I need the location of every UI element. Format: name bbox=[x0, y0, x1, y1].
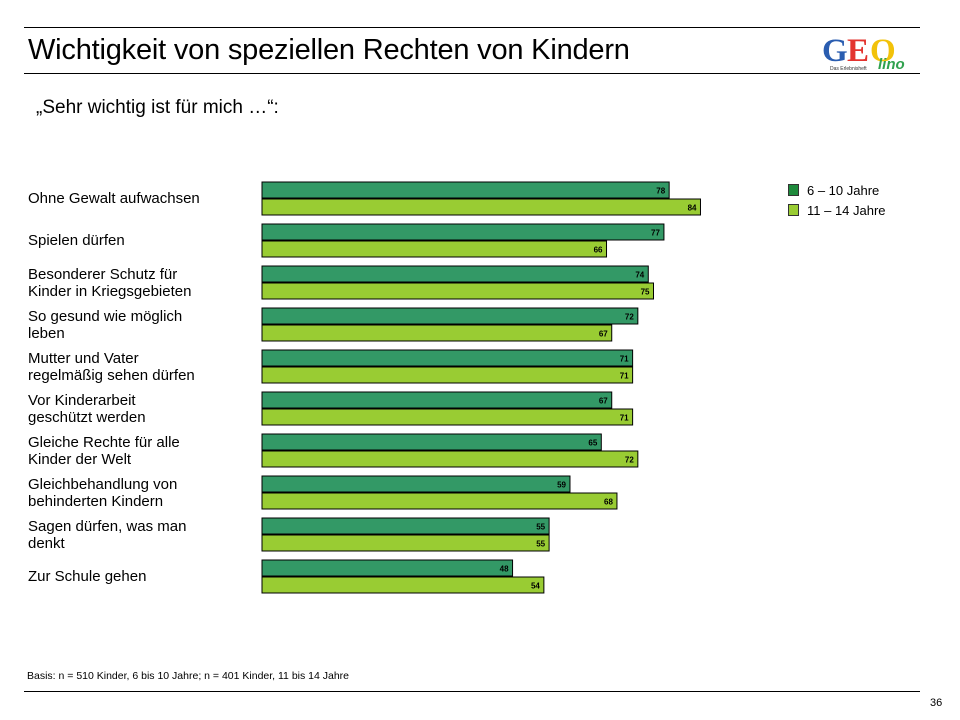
data-label: 84 bbox=[688, 204, 697, 213]
bar bbox=[261, 450, 639, 468]
category-label: Spielen dürfen bbox=[28, 232, 125, 249]
data-label: 65 bbox=[588, 439, 597, 448]
title-rule bbox=[24, 73, 920, 74]
category-label-line: Besonderer Schutz für bbox=[28, 266, 177, 283]
category-label: Besonderer Schutz für Kinder in Kriegsgeb… bbox=[28, 266, 191, 300]
bar bbox=[261, 181, 670, 199]
data-label: 55 bbox=[536, 540, 545, 549]
logo-letter-g: G bbox=[822, 33, 848, 69]
logo-tagline: Das Erlebnisheft bbox=[830, 66, 867, 72]
chart-legend: 6 – 10 Jahre 11 – 14 Jahre bbox=[788, 180, 886, 220]
category-label-line: Kinder der Welt bbox=[28, 451, 132, 468]
category-label: Vor Kinderarbeit geschützt werden bbox=[28, 392, 146, 426]
category-label: So gesund wie möglich leben bbox=[28, 308, 182, 342]
data-label: 54 bbox=[531, 582, 540, 591]
bar bbox=[261, 475, 571, 493]
geolino-logo: G E O lino Das Erlebnisheft bbox=[822, 33, 905, 72]
page-title: Wichtigkeit von speziellen Rechten von K… bbox=[28, 34, 630, 66]
category-label-line: Spielen dürfen bbox=[28, 232, 125, 249]
data-label: 72 bbox=[625, 313, 634, 322]
bar bbox=[261, 576, 545, 594]
category-label: Mutter und Vater regelmäßig sehen dürfen bbox=[28, 350, 195, 384]
bar bbox=[261, 265, 649, 283]
category-label-line: So gesund wie möglich bbox=[28, 308, 182, 325]
bar-chart: Ohne Gewalt aufwachsen 78 84 Spielen dürfen… bbox=[28, 181, 701, 594]
bar bbox=[261, 324, 613, 342]
legend-label-11-14: 11 – 14 Jahre bbox=[807, 202, 886, 218]
data-label: 66 bbox=[594, 246, 603, 255]
bar bbox=[261, 391, 613, 409]
legend-swatch-6-10 bbox=[788, 184, 799, 196]
category-label-line: geschützt werden bbox=[28, 409, 146, 426]
data-label: 74 bbox=[635, 271, 644, 280]
data-label: 75 bbox=[641, 288, 650, 297]
data-label: 59 bbox=[557, 481, 566, 490]
category-label-line: Vor Kinderarbeit bbox=[28, 392, 136, 409]
page-number: 36 bbox=[930, 697, 943, 709]
logo-letter-o: O bbox=[870, 33, 896, 69]
legend-swatch-11-14 bbox=[788, 204, 799, 216]
bar bbox=[261, 492, 618, 510]
bar bbox=[261, 307, 639, 325]
data-label: 71 bbox=[620, 414, 629, 423]
bar bbox=[261, 282, 654, 300]
category-label-line: regelmäßig sehen dürfen bbox=[28, 367, 195, 384]
bar bbox=[261, 198, 701, 216]
category-label: Gleichbehandlung von behinderten Kindern bbox=[28, 476, 177, 510]
category-label-line: leben bbox=[28, 325, 65, 342]
data-label: 55 bbox=[536, 523, 545, 532]
category-label: Gleiche Rechte für alle Kinder der Welt bbox=[28, 434, 180, 468]
bar bbox=[261, 534, 550, 552]
legend-item-6-10: 6 – 10 Jahre bbox=[788, 180, 886, 200]
legend-label-6-10: 6 – 10 Jahre bbox=[807, 182, 880, 198]
category-label-line: behinderten Kindern bbox=[28, 493, 163, 510]
data-label: 48 bbox=[500, 565, 509, 574]
bar bbox=[261, 240, 608, 258]
data-label: 78 bbox=[656, 187, 665, 196]
category-label: Zur Schule gehen bbox=[28, 568, 146, 585]
bar bbox=[261, 366, 634, 384]
data-label: 68 bbox=[604, 498, 613, 507]
footnote: Basis: n = 510 Kinder, 6 bis 10 Jahre; n… bbox=[27, 670, 350, 682]
logo-letter-e: E bbox=[847, 33, 869, 69]
legend-item-11-14: 11 – 14 Jahre bbox=[788, 200, 886, 220]
data-label: 72 bbox=[625, 456, 634, 465]
data-label: 67 bbox=[599, 397, 608, 406]
chart-subtitle: „Sehr wichtig ist für mich …“: bbox=[36, 97, 279, 118]
category-label-line: denkt bbox=[28, 535, 66, 552]
bar bbox=[261, 517, 550, 535]
category-label-line: Kinder in Kriegsgebieten bbox=[28, 283, 191, 300]
category-label: Sagen dürfen, was man denkt bbox=[28, 518, 186, 552]
data-label: 71 bbox=[620, 372, 629, 381]
category-label-line: Zur Schule gehen bbox=[28, 568, 146, 585]
bar bbox=[261, 408, 634, 426]
category-label: Ohne Gewalt aufwachsen bbox=[28, 190, 200, 207]
logo-lino: lino bbox=[878, 56, 905, 72]
top-rule bbox=[24, 27, 920, 28]
bottom-rule bbox=[24, 691, 920, 692]
category-label-line: Ohne Gewalt aufwachsen bbox=[28, 190, 200, 207]
data-label: 71 bbox=[620, 355, 629, 364]
data-label: 67 bbox=[599, 330, 608, 339]
bar bbox=[261, 559, 514, 577]
bar bbox=[261, 223, 665, 241]
bar bbox=[261, 433, 602, 451]
category-label-line: Sagen dürfen, was man bbox=[28, 518, 186, 535]
category-label-line: Gleichbehandlung von bbox=[28, 476, 177, 493]
data-label: 77 bbox=[651, 229, 660, 238]
bar bbox=[261, 349, 634, 367]
category-label-line: Gleiche Rechte für alle bbox=[28, 434, 180, 451]
category-label-line: Mutter und Vater bbox=[28, 350, 139, 367]
